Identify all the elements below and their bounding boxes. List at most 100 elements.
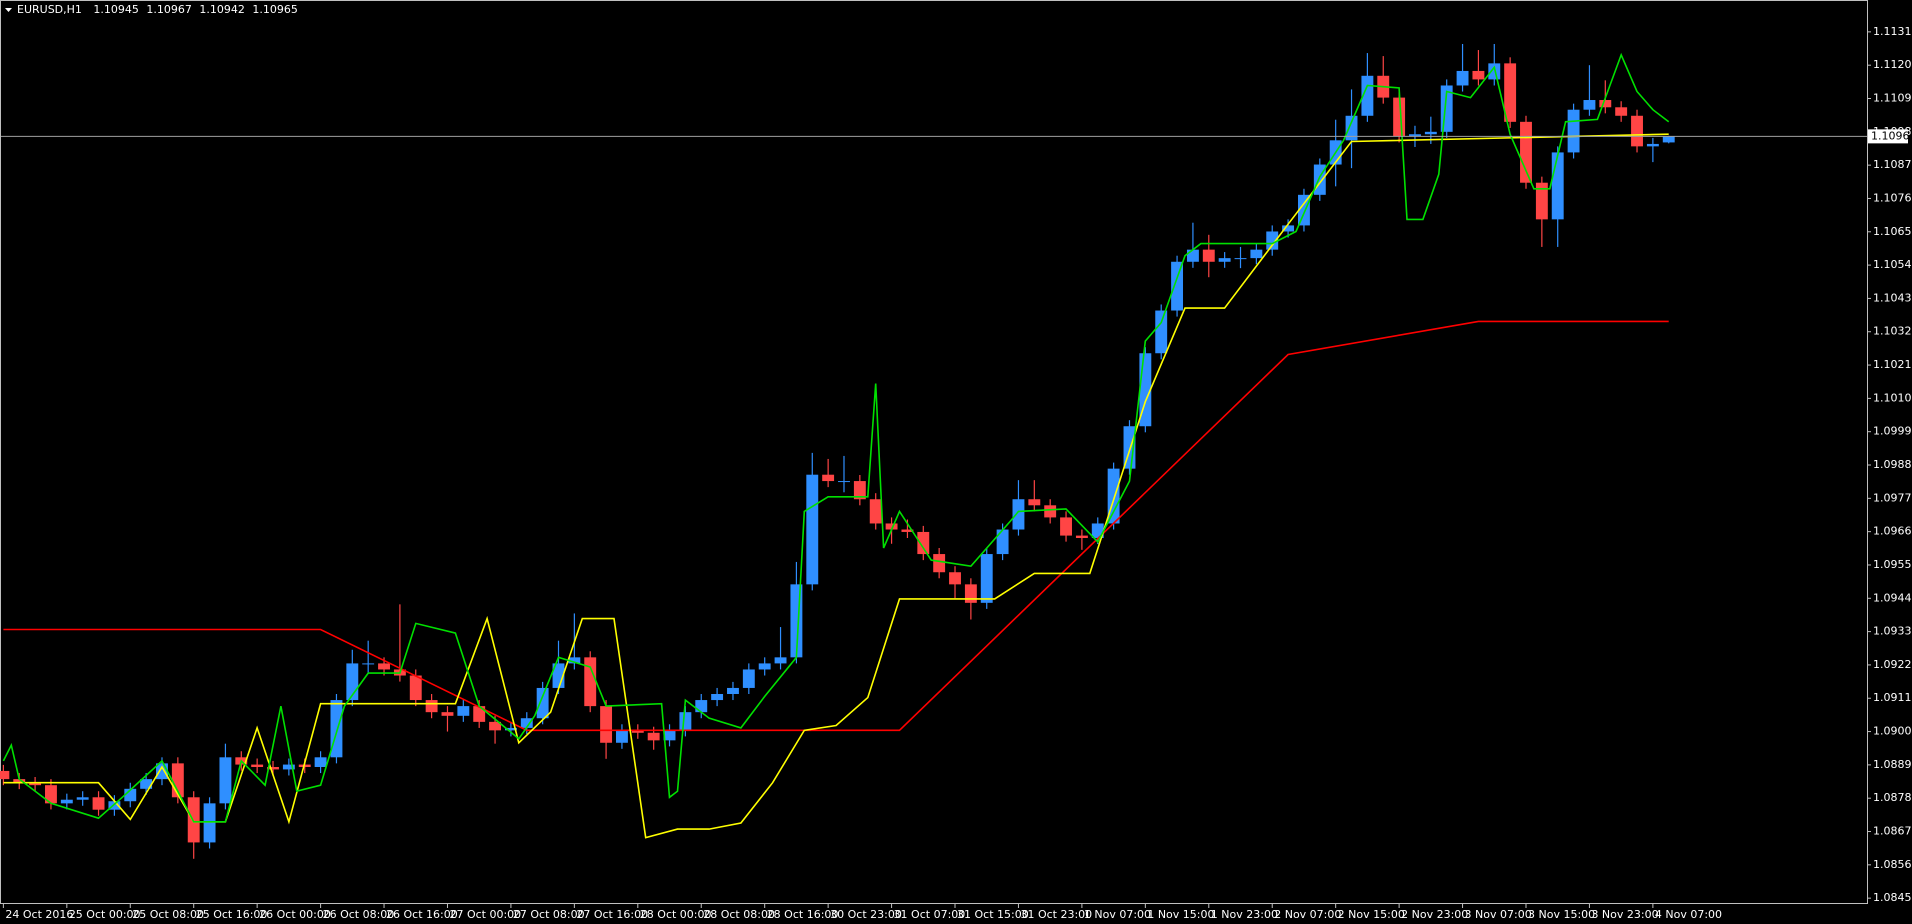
x-tick-label: 28 Oct 16:00 [767, 908, 839, 921]
y-tick-label: 1.08560 [1873, 858, 1912, 871]
x-tick-label: 2 Nov 15:00 [1338, 908, 1405, 921]
candle-body [1472, 70, 1485, 80]
candle-body [584, 657, 597, 707]
x-tick-label: 27 Oct 16:00 [576, 908, 648, 921]
x-tick-label: 31 Oct 15:00 [957, 908, 1029, 921]
candle-body [1551, 152, 1564, 220]
candle-body [187, 797, 200, 843]
candle-body [473, 706, 486, 722]
candle-body [282, 764, 295, 770]
candle-body [504, 727, 517, 731]
candle-body [711, 694, 724, 701]
y-tick-label: 1.09440 [1873, 591, 1912, 604]
candle-body [663, 730, 676, 741]
y-tick-label: 1.10540 [1873, 258, 1912, 271]
x-tick-label: 26 Oct 08:00 [323, 908, 395, 921]
header-close: 1.10965 [252, 3, 298, 16]
y-tick-label: 1.10100 [1873, 391, 1912, 404]
candle-body [1488, 63, 1501, 80]
candle-body [568, 657, 581, 664]
candle-body [552, 663, 565, 688]
y-tick-label: 1.09220 [1873, 658, 1912, 671]
candle-body [838, 481, 850, 483]
indicator-line [3, 320, 1669, 732]
candle-body [822, 474, 835, 482]
y-tick-label: 1.08780 [1873, 791, 1912, 804]
candle-body [1107, 468, 1120, 524]
candle-body [869, 499, 882, 524]
candle-body [13, 779, 26, 784]
candle-body [536, 687, 549, 719]
header-open: 1.10945 [93, 3, 139, 16]
candle-body [1060, 517, 1072, 536]
candle-body [964, 584, 977, 603]
symbol: EURUSD,H1 [17, 3, 82, 16]
candle-body [1583, 100, 1596, 110]
x-tick-label: 2 Nov 23:00 [1401, 908, 1468, 921]
candle-body [679, 712, 692, 731]
candle-body [441, 712, 454, 716]
candle-body [1012, 499, 1025, 530]
x-tick-label: 1 Nov 07:00 [1084, 908, 1151, 921]
candle-body [933, 554, 946, 573]
candle-body [1298, 194, 1310, 226]
candle-body [171, 763, 184, 798]
candle-body [949, 572, 961, 585]
candle-body [346, 663, 359, 701]
candle-body [409, 675, 422, 701]
candle-body [1139, 353, 1152, 427]
y-tick-label: 1.09110 [1873, 691, 1912, 704]
candle-body [1409, 134, 1421, 137]
candle-body [45, 785, 57, 804]
candle-body [917, 531, 930, 555]
y-tick-label: 1.10320 [1873, 325, 1912, 338]
candle-body [742, 669, 755, 688]
x-tick-label: 4 Nov 07:00 [1655, 908, 1722, 921]
candle-body [330, 700, 343, 758]
y-tick-label: 1.09550 [1873, 558, 1912, 571]
y-tick-label: 1.08450 [1873, 891, 1912, 904]
candle-body [1123, 426, 1136, 469]
axes: 1.113101.112001.110901.109801.108701.107… [2, 25, 1912, 921]
x-tick-label: 27 Oct 00:00 [449, 908, 521, 921]
candle-body [1440, 85, 1453, 132]
candle-body [790, 584, 803, 658]
x-tick-label: 27 Oct 08:00 [513, 908, 585, 921]
y-tick-label: 1.09770 [1873, 491, 1912, 504]
candle-body [1075, 535, 1088, 539]
x-tick-label: 25 Oct 08:00 [132, 908, 204, 921]
candle-body [489, 721, 502, 731]
chart-header: EURUSD,H1 1.10945 1.10967 1.10942 1.1096… [17, 3, 298, 16]
x-tick-label: 31 Oct 23:00 [1020, 908, 1092, 921]
candle-body [1662, 136, 1675, 143]
candle-body [1567, 109, 1580, 153]
candle-body [1028, 499, 1041, 506]
candle-body [92, 797, 105, 810]
candle-body [362, 663, 375, 665]
menu-triangle[interactable] [5, 8, 12, 12]
x-tick-label: 25 Oct 16:00 [196, 908, 268, 921]
candle-body [901, 529, 914, 532]
candle-body [1250, 249, 1263, 259]
candle-body [1504, 63, 1517, 122]
candle-body [806, 474, 819, 585]
y-tick-label: 1.11310 [1873, 25, 1912, 38]
candle-body [1313, 164, 1326, 195]
candle-body [1615, 107, 1628, 116]
x-tick-label: 26 Oct 00:00 [259, 908, 331, 921]
y-tick-label: 1.10650 [1873, 225, 1912, 238]
candle-body [1218, 258, 1231, 262]
y-tick-label: 1.09880 [1873, 458, 1912, 471]
header-high: 1.10967 [146, 3, 192, 16]
candle-body [1424, 131, 1437, 135]
candle-body [1155, 310, 1168, 354]
plot [0, 43, 1867, 859]
candle-body [1599, 100, 1612, 108]
x-tick-label: 1 Nov 15:00 [1147, 908, 1214, 921]
y-tick-label: 1.09660 [1873, 525, 1912, 538]
candle-body [647, 732, 660, 741]
x-tick-label: 2 Nov 07:00 [1274, 908, 1341, 921]
candle-body [1456, 70, 1469, 86]
